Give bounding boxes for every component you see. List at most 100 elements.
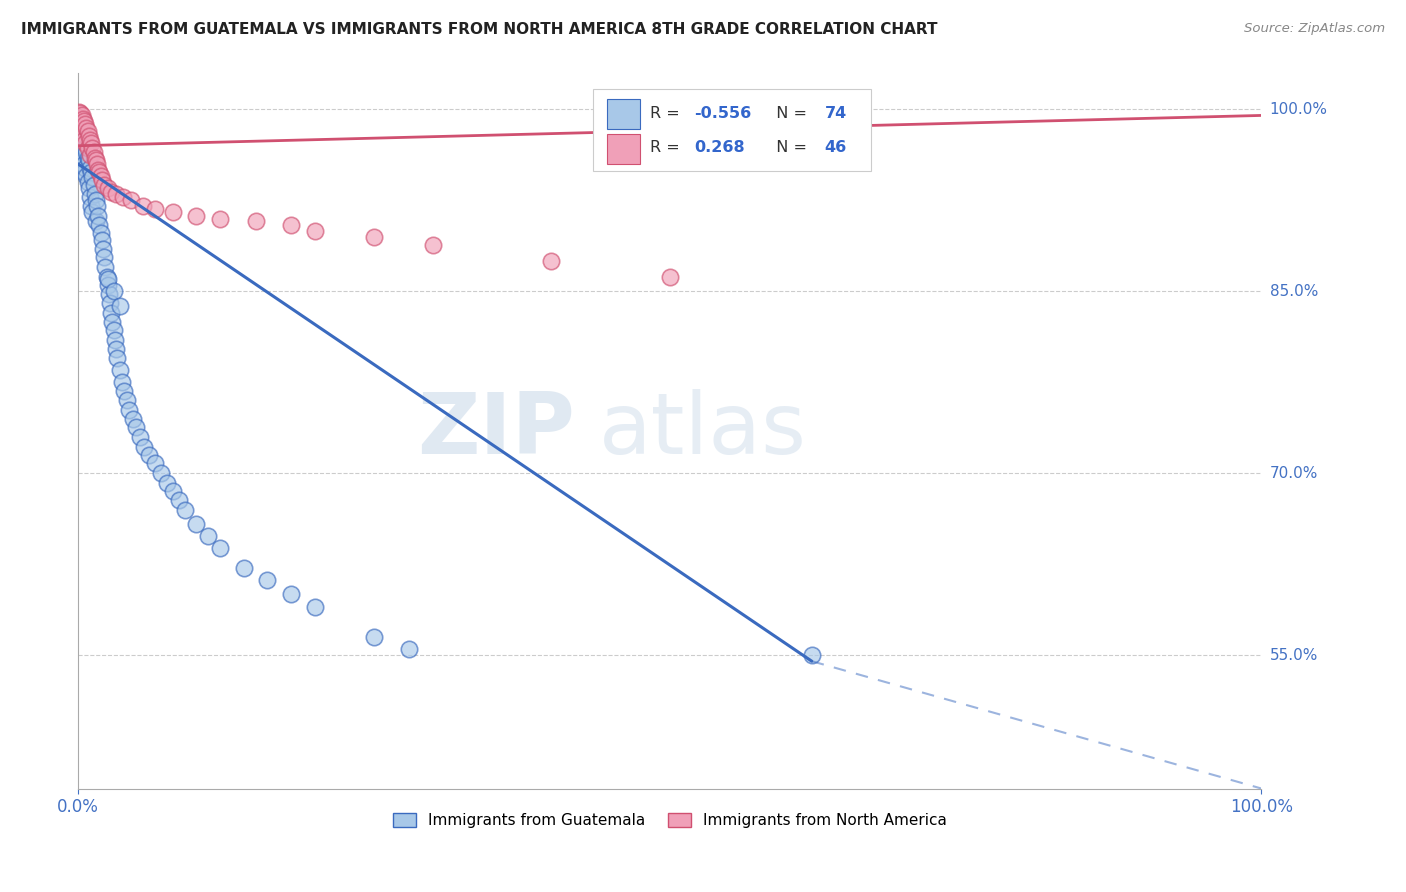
Point bbox=[69, 136, 91, 151]
Point bbox=[134, 440, 156, 454]
Point bbox=[540, 254, 562, 268]
Point bbox=[112, 189, 135, 203]
Point bbox=[90, 169, 112, 183]
Point bbox=[75, 120, 97, 135]
Bar bbox=[607, 99, 640, 129]
Point bbox=[83, 187, 105, 202]
Point bbox=[76, 151, 98, 165]
Point bbox=[156, 475, 179, 490]
Point bbox=[67, 104, 90, 119]
Point bbox=[120, 194, 142, 208]
Point bbox=[82, 170, 104, 185]
Point bbox=[97, 286, 120, 301]
Point bbox=[118, 403, 141, 417]
Point bbox=[89, 218, 111, 232]
Point bbox=[80, 136, 103, 151]
Text: 74: 74 bbox=[825, 106, 846, 121]
Point bbox=[79, 148, 101, 162]
Point bbox=[280, 587, 302, 601]
Point bbox=[112, 384, 135, 398]
Text: N =: N = bbox=[766, 140, 811, 155]
Point bbox=[280, 218, 302, 232]
Point bbox=[72, 151, 94, 165]
Point bbox=[90, 233, 112, 247]
Point bbox=[105, 351, 128, 365]
Point bbox=[800, 648, 823, 662]
Text: Source: ZipAtlas.com: Source: ZipAtlas.com bbox=[1244, 22, 1385, 36]
Point bbox=[87, 163, 110, 178]
Point bbox=[167, 492, 190, 507]
Point bbox=[72, 112, 94, 126]
Point bbox=[70, 145, 93, 159]
Point bbox=[422, 238, 444, 252]
Point bbox=[80, 165, 103, 179]
Text: -0.556: -0.556 bbox=[695, 106, 752, 121]
Point bbox=[90, 172, 112, 186]
Point bbox=[108, 363, 131, 377]
Point bbox=[104, 343, 127, 357]
Point bbox=[103, 285, 125, 299]
Point bbox=[143, 457, 166, 471]
Point bbox=[75, 169, 97, 183]
Point bbox=[90, 226, 112, 240]
Point bbox=[93, 250, 115, 264]
Text: 85.0%: 85.0% bbox=[1270, 284, 1317, 299]
Point bbox=[83, 178, 105, 192]
Point bbox=[70, 108, 93, 122]
Point bbox=[91, 242, 114, 256]
Point bbox=[100, 185, 122, 199]
Point bbox=[73, 157, 96, 171]
Point bbox=[80, 199, 103, 213]
Text: 55.0%: 55.0% bbox=[1270, 648, 1317, 663]
Point bbox=[75, 136, 97, 151]
Point bbox=[72, 133, 94, 147]
Point bbox=[104, 187, 127, 202]
Point bbox=[363, 630, 385, 644]
Point bbox=[121, 411, 143, 425]
Point bbox=[97, 278, 120, 293]
Point bbox=[256, 573, 278, 587]
Point bbox=[84, 194, 107, 208]
Point bbox=[67, 127, 90, 141]
Point bbox=[100, 306, 122, 320]
Point bbox=[363, 229, 385, 244]
Point bbox=[103, 323, 125, 337]
Point bbox=[83, 151, 105, 165]
Point bbox=[73, 114, 96, 128]
Point bbox=[75, 117, 97, 131]
Text: R =: R = bbox=[650, 140, 685, 155]
Point bbox=[101, 315, 124, 329]
Point bbox=[245, 214, 267, 228]
Point bbox=[186, 517, 208, 532]
Point bbox=[76, 141, 98, 155]
Point bbox=[79, 133, 101, 147]
Point bbox=[76, 124, 98, 138]
Point bbox=[70, 120, 93, 135]
Point bbox=[162, 205, 184, 219]
Text: 0.268: 0.268 bbox=[695, 140, 745, 155]
Point bbox=[89, 165, 111, 179]
Bar bbox=[593, 88, 870, 171]
Point bbox=[73, 165, 96, 179]
Text: atlas: atlas bbox=[599, 389, 807, 472]
Point bbox=[86, 157, 108, 171]
Point bbox=[87, 209, 110, 223]
Point bbox=[84, 153, 107, 168]
Point bbox=[94, 260, 117, 274]
Point bbox=[304, 599, 326, 614]
Point bbox=[658, 269, 681, 284]
Point bbox=[111, 376, 134, 390]
Point bbox=[93, 178, 115, 192]
Text: 46: 46 bbox=[825, 140, 846, 155]
Point bbox=[75, 161, 97, 175]
Text: IMMIGRANTS FROM GUATEMALA VS IMMIGRANTS FROM NORTH AMERICA 8TH GRADE CORRELATION: IMMIGRANTS FROM GUATEMALA VS IMMIGRANTS … bbox=[21, 22, 938, 37]
Point bbox=[76, 175, 98, 189]
Point bbox=[97, 272, 120, 286]
Point bbox=[304, 224, 326, 238]
Point bbox=[79, 161, 101, 175]
Point bbox=[173, 502, 195, 516]
Point bbox=[79, 189, 101, 203]
Point bbox=[72, 127, 94, 141]
Point bbox=[75, 141, 97, 155]
Point bbox=[96, 269, 118, 284]
